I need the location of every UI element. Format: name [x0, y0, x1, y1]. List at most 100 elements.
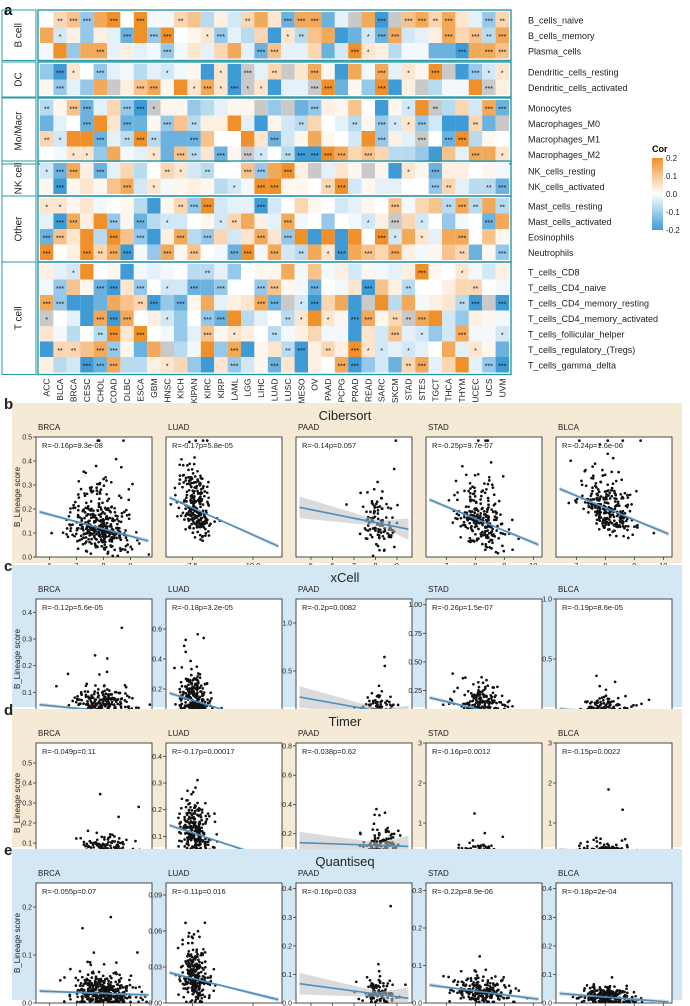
heatmap-cell — [93, 310, 107, 326]
data-point — [88, 540, 91, 544]
data-point — [379, 700, 382, 704]
heatmap-cell — [227, 310, 241, 326]
data-point — [185, 678, 188, 681]
significance-mark: *** — [471, 34, 479, 41]
data-point — [613, 529, 616, 533]
heatmap-cell — [160, 357, 174, 373]
data-point — [90, 507, 93, 511]
significance-mark: *** — [69, 106, 77, 113]
data-point — [183, 815, 186, 819]
data-point — [83, 516, 86, 520]
data-point — [201, 534, 205, 538]
data-point — [472, 521, 476, 524]
heatmap-cell — [200, 264, 215, 280]
heatmap-cell — [334, 213, 349, 229]
data-point — [489, 696, 493, 700]
data-point — [188, 462, 192, 466]
data-point — [117, 815, 120, 819]
data-point — [126, 550, 130, 554]
method-title: Cibersort — [319, 408, 372, 423]
heatmap-row: *************************** — [40, 341, 509, 357]
data-point — [95, 489, 99, 492]
heatmap-cell — [214, 295, 228, 311]
data-point — [97, 513, 101, 517]
cancer-label: CHOL — [95, 378, 105, 402]
data-point — [83, 690, 87, 693]
significance-mark: *** — [190, 251, 198, 258]
y-tick-label: 0.75 — [408, 631, 422, 638]
heatmap-cell — [80, 163, 94, 179]
heatmap-cell — [401, 163, 416, 179]
significance-mark: * — [407, 122, 410, 129]
heatmap-cell — [321, 357, 335, 373]
data-point — [113, 506, 116, 510]
heatmap-cell — [174, 64, 188, 80]
heatmap-cell — [107, 310, 121, 326]
heatmap-cell — [227, 115, 241, 131]
heatmap-cell — [388, 146, 402, 162]
data-point — [101, 534, 105, 538]
data-point — [474, 696, 478, 700]
data-point — [193, 829, 197, 833]
data-point — [178, 830, 181, 834]
data-point — [174, 703, 177, 706]
data-point — [588, 702, 592, 705]
data-point — [608, 512, 611, 516]
cancer-label: LAML — [229, 378, 239, 400]
heatmap-cell — [227, 12, 241, 28]
data-point — [80, 517, 84, 521]
significance-mark: *** — [364, 153, 372, 160]
data-point — [595, 518, 599, 522]
heatmap-cell — [214, 310, 228, 326]
heatmap-cell — [40, 326, 54, 342]
heatmap-cell — [281, 79, 295, 95]
data-point — [86, 520, 90, 524]
data-point — [185, 490, 189, 494]
significance-mark: *** — [498, 185, 506, 192]
heatmap-cell — [281, 341, 295, 357]
significance-mark: * — [394, 122, 397, 129]
heatmap-cell — [267, 279, 282, 295]
data-point — [107, 497, 111, 501]
data-point — [105, 657, 109, 660]
heatmap-cell — [482, 279, 496, 295]
heatmap-cell — [334, 310, 349, 326]
heatmap-cell — [415, 326, 429, 342]
significance-mark: *** — [96, 317, 104, 324]
data-point — [107, 534, 111, 538]
data-point — [102, 684, 106, 688]
data-point — [379, 703, 383, 706]
data-point — [376, 480, 379, 484]
data-point — [597, 490, 601, 494]
correlation-stat: R=-0.17p=0.00017 — [172, 747, 235, 756]
significance-mark: ** — [272, 332, 278, 339]
heatmap-cell — [187, 341, 201, 357]
cancer-label: KICH — [176, 379, 186, 399]
data-point — [491, 534, 495, 537]
data-point — [477, 700, 480, 704]
heatmap-cell — [401, 178, 416, 194]
data-point — [597, 499, 601, 502]
data-point — [124, 536, 128, 540]
data-point — [375, 807, 378, 811]
data-point — [477, 521, 481, 525]
heatmap-cell — [187, 357, 201, 373]
heatmap-cell — [308, 100, 322, 116]
significance-mark: *** — [217, 286, 225, 293]
colorbar-legend: Cor 0.20.10.0-0.1-0.2 — [652, 144, 680, 235]
data-point — [623, 526, 626, 530]
y-tick-label: 0.3 — [22, 483, 32, 490]
data-point — [190, 468, 194, 471]
heatmap-cell — [214, 131, 228, 147]
data-point — [182, 644, 186, 648]
significance-mark: ** — [44, 137, 50, 144]
heatmap-cell — [294, 341, 308, 357]
heatmap-cell — [294, 12, 308, 28]
data-point — [482, 510, 486, 513]
data-point — [602, 706, 606, 709]
data-point — [95, 486, 98, 490]
plot-frame — [555, 436, 673, 558]
heatmap-cell — [401, 326, 416, 342]
data-point — [454, 479, 458, 483]
significance-mark: *** — [391, 220, 399, 227]
